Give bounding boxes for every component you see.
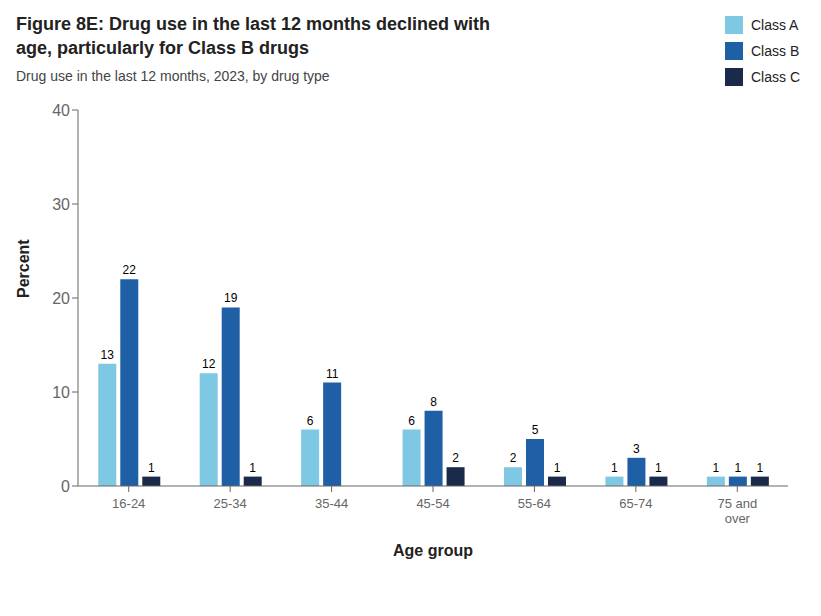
svg-text:13: 13 bbox=[101, 348, 115, 362]
svg-text:1: 1 bbox=[713, 461, 720, 475]
svg-text:11: 11 bbox=[326, 367, 339, 381]
svg-text:1: 1 bbox=[554, 461, 561, 475]
svg-text:12: 12 bbox=[202, 357, 216, 371]
svg-text:16-24: 16-24 bbox=[112, 496, 145, 511]
svg-text:1: 1 bbox=[735, 461, 742, 475]
svg-text:Percent: Percent bbox=[15, 239, 32, 298]
svg-text:0: 0 bbox=[61, 478, 70, 495]
svg-text:1: 1 bbox=[611, 461, 618, 475]
svg-text:65-74: 65-74 bbox=[619, 496, 652, 511]
svg-text:1: 1 bbox=[148, 461, 155, 475]
svg-text:3: 3 bbox=[633, 442, 640, 456]
svg-text:1: 1 bbox=[757, 461, 764, 475]
svg-text:6: 6 bbox=[307, 414, 314, 428]
svg-text:2: 2 bbox=[452, 451, 459, 465]
svg-text:1: 1 bbox=[249, 461, 256, 475]
svg-text:5: 5 bbox=[532, 423, 539, 437]
html-text:Class B: Class B bbox=[751, 43, 800, 59]
svg-text:10: 10 bbox=[52, 384, 70, 401]
svg-text:20: 20 bbox=[52, 290, 70, 307]
svg-text:19: 19 bbox=[224, 291, 238, 305]
html-text:age, particularly for Class B: age, particularly for Class B drugs bbox=[16, 38, 310, 58]
svg-text:2: 2 bbox=[510, 451, 517, 465]
html-text:Class A: Class A bbox=[751, 17, 799, 33]
svg-text:25-34: 25-34 bbox=[214, 496, 247, 511]
svg-text:35-44: 35-44 bbox=[315, 496, 348, 511]
svg-text:8: 8 bbox=[430, 395, 437, 409]
svg-text:22: 22 bbox=[123, 263, 137, 277]
html-text:Drug use in the last 12 months: Drug use in the last 12 months, 2023, by… bbox=[16, 68, 330, 84]
svg-text:1: 1 bbox=[655, 461, 662, 475]
svg-text:45-54: 45-54 bbox=[416, 496, 449, 511]
svg-text:75 andover: 75 andover bbox=[717, 496, 757, 526]
svg-text:Age group: Age group bbox=[393, 542, 473, 559]
svg-text:30: 30 bbox=[52, 196, 70, 213]
html-text:Class C: Class C bbox=[751, 69, 800, 85]
svg-text:55-64: 55-64 bbox=[518, 496, 551, 511]
svg-text:40: 40 bbox=[52, 102, 70, 119]
html-text:Figure 8E: Drug use in the las: Figure 8E: Drug use in the last 12 month… bbox=[16, 14, 491, 34]
svg-text:6: 6 bbox=[408, 414, 415, 428]
